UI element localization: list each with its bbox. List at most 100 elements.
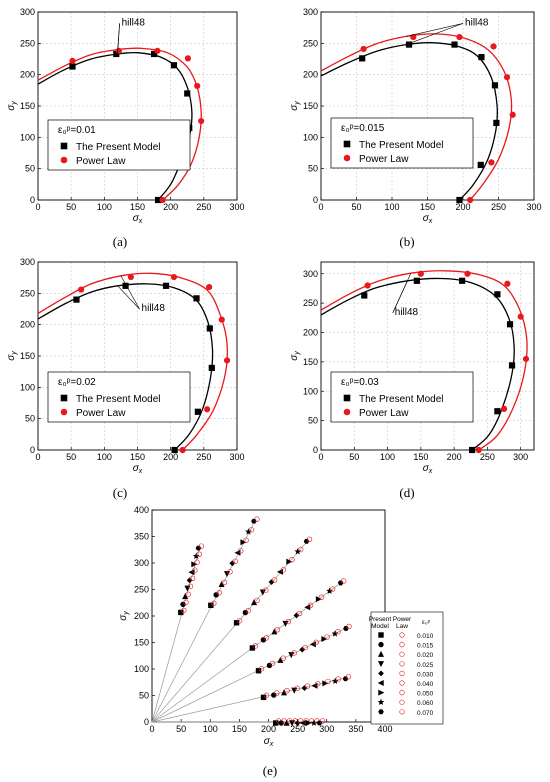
legend-title: ε₀ᵖ=0.03 — [341, 377, 379, 388]
ray-4-present-8 — [303, 538, 310, 544]
ray-4-present-6 — [286, 558, 293, 565]
y-tick-label-0: 0 — [30, 195, 35, 205]
ray-0-present-7 — [310, 719, 318, 726]
y-tick-label-4: 200 — [303, 70, 318, 80]
ray-5-power-5 — [238, 548, 244, 554]
present-point-6 — [494, 408, 501, 415]
ray-2-power-2 — [280, 655, 287, 661]
ray-2-power-0 — [258, 666, 265, 672]
y-tick-label-2: 100 — [303, 386, 318, 396]
legend-power-marker-6 — [399, 689, 405, 696]
legend-power-marker-2 — [399, 651, 405, 657]
present-point-7 — [171, 446, 178, 454]
y-axis-label-sub: y — [123, 611, 130, 616]
legend-present-marker — [60, 394, 68, 402]
ray-5-present-3 — [223, 571, 230, 578]
ray-6-power-8 — [198, 543, 205, 549]
ray-6-power-2 — [185, 591, 191, 598]
y-axis-label-sub: y — [294, 351, 301, 356]
ray-0-present-3 — [289, 720, 296, 727]
y-axis-label-sub: y — [294, 101, 301, 106]
present-point-3 — [478, 54, 485, 61]
ray-1-power-8 — [345, 674, 352, 680]
x-tick-label-0: 0 — [318, 202, 323, 212]
x-axis-label: σx — [133, 213, 143, 225]
x-tick-label-5: 250 — [290, 724, 305, 734]
legend-present-label: The Present Model — [76, 142, 161, 153]
y-tick-label-6: 300 — [134, 558, 149, 568]
legend-power-marker-4 — [399, 670, 405, 677]
legend-title: ε₀ᵖ=0.02 — [58, 377, 96, 388]
ray-1-present-7 — [331, 677, 339, 684]
ray-5-power-4 — [232, 558, 239, 564]
hill48-label: hill48 — [395, 307, 419, 318]
x-axis-label-sub: x — [138, 468, 143, 475]
y-axis-label: σy — [289, 101, 301, 111]
ray-0-present-0 — [273, 720, 279, 726]
y-tick-label-4: 200 — [303, 328, 318, 338]
legend-header-present-line-0: Present — [369, 616, 392, 623]
legend-power-marker-8 — [399, 709, 405, 715]
legend-present-marker-0 — [378, 632, 384, 638]
present-point-3 — [193, 295, 200, 302]
x-tick-label-0: 0 — [318, 452, 323, 462]
present-point-4 — [506, 321, 514, 328]
present-point-0 — [73, 296, 80, 303]
present-point-1 — [122, 282, 129, 289]
ray-6 — [151, 550, 200, 723]
legend-present-marker-2 — [377, 650, 385, 657]
y-tick-label-3: 150 — [303, 101, 318, 111]
legend-power-label: Power Law — [76, 408, 126, 419]
y-tick-label-2: 100 — [303, 132, 318, 142]
ray-2-present-2 — [277, 656, 284, 663]
curve-0 — [320, 42, 499, 201]
legend-present-marker-4 — [378, 670, 384, 677]
legend-level-2: 0.020 — [417, 652, 434, 659]
ray-4-present-5 — [276, 568, 283, 575]
caption-e: (e) — [263, 763, 277, 778]
power-point-5 — [522, 355, 530, 363]
ray-2-power-1 — [269, 660, 276, 667]
ray-6-present-3 — [184, 585, 191, 592]
legend-power-marker-5 — [399, 680, 405, 686]
ray-4-present-1 — [242, 609, 249, 616]
ray-1-power-2 — [284, 688, 290, 694]
x-axis-label-sub: x — [269, 741, 274, 748]
y-tick-label-8: 400 — [134, 505, 149, 515]
ray-0-present-5 — [299, 719, 306, 727]
y-tick-label-3: 150 — [20, 101, 35, 111]
ray-5-present-6 — [240, 539, 247, 546]
ray-1-power-3 — [294, 685, 300, 692]
x-tick-label-2: 100 — [380, 452, 395, 462]
x-tick-label-0: 0 — [35, 452, 40, 462]
ray-3-power-3 — [285, 618, 292, 625]
hill48-leader-2 — [406, 23, 464, 37]
legend-level-7: 0.060 — [417, 700, 434, 707]
x-axis-label-sub: x — [138, 218, 143, 225]
power-point-4 — [218, 316, 225, 323]
legend-present-label: The Present Model — [76, 394, 161, 405]
ray-2-present-3 — [288, 652, 295, 659]
ray-6-power-7 — [196, 551, 202, 557]
x-tick-label-4: 200 — [261, 724, 276, 734]
ray-6-power-3 — [187, 583, 194, 590]
ray-5-present-1 — [213, 592, 219, 598]
y-tick-label-1: 50 — [25, 164, 35, 174]
ray-4-present-2 — [251, 599, 258, 606]
ray-0-present-4 — [294, 720, 301, 726]
present-point-6 — [477, 161, 484, 169]
power-point-6 — [204, 406, 211, 413]
ray-4-power-7 — [298, 546, 304, 553]
x-tick-label-2: 100 — [97, 452, 112, 462]
x-tick-label-6: 300 — [229, 202, 244, 212]
legend-present-marker-1 — [378, 641, 384, 648]
x-tick-label-3: 150 — [420, 202, 435, 212]
ray-2-power-8 — [346, 623, 352, 630]
ray-3-power-1 — [263, 635, 270, 641]
ray-0-present-2 — [283, 719, 290, 726]
ray-2-power-5 — [313, 639, 319, 646]
x-axis-label: σx — [423, 463, 433, 475]
hill48-leader-2 — [392, 273, 412, 314]
present-point-2 — [451, 41, 458, 48]
y-tick-label-5: 250 — [20, 38, 35, 48]
